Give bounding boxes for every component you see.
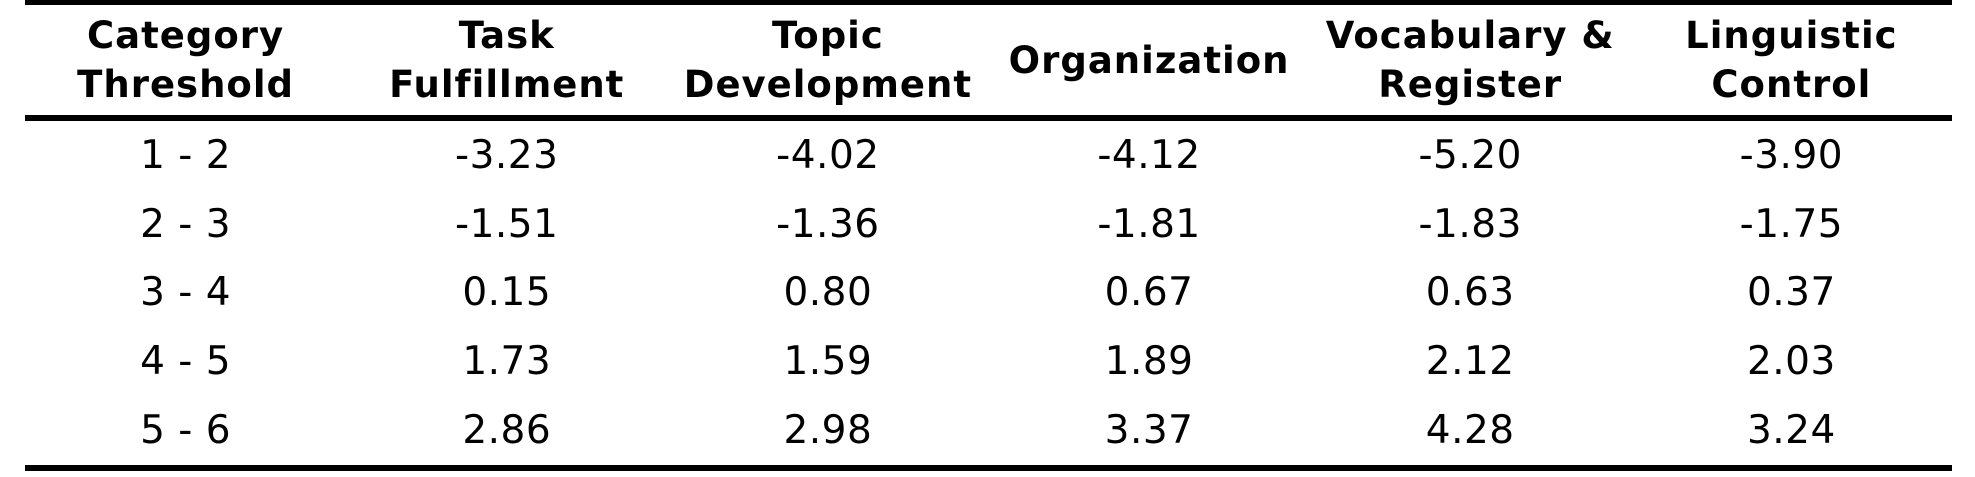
table-row: 4 - 5 1.73 1.59 1.89 2.12 2.03 xyxy=(25,327,1952,397)
table-header: Category Threshold Task Fulfillment Topi… xyxy=(25,2,1952,121)
threshold-cell: 3 - 4 xyxy=(25,258,347,328)
header-line: Control xyxy=(1711,63,1872,106)
table-body: 1 - 2 -3.23 -4.02 -4.12 -5.20 -3.90 2 - … xyxy=(25,118,1952,468)
value-cell: 0.37 xyxy=(1630,258,1952,328)
table-row: 2 - 3 -1.51 -1.36 -1.81 -1.83 -1.75 xyxy=(25,189,1952,259)
value-cell: 2.12 xyxy=(1309,327,1631,397)
value-cell: -1.36 xyxy=(667,189,989,259)
column-header-linguistic-control: Linguistic Control xyxy=(1630,2,1952,121)
header-line: Development xyxy=(683,63,973,106)
threshold-cell: 5 - 6 xyxy=(25,396,347,468)
value-cell: 0.67 xyxy=(988,258,1310,328)
threshold-cell: 1 - 2 xyxy=(25,118,347,190)
table-row: 5 - 6 2.86 2.98 3.37 4.28 3.24 xyxy=(25,396,1952,468)
value-cell: 2.86 xyxy=(346,396,668,468)
header-line: Vocabulary & xyxy=(1325,14,1615,57)
value-cell: -3.23 xyxy=(346,118,668,190)
header-line: Task xyxy=(458,14,555,57)
value-cell: 2.03 xyxy=(1630,327,1952,397)
value-cell: 1.73 xyxy=(346,327,668,397)
value-cell: -1.75 xyxy=(1630,189,1952,259)
value-cell: -5.20 xyxy=(1309,118,1631,190)
value-cell: 0.15 xyxy=(346,258,668,328)
value-cell: 3.37 xyxy=(988,396,1310,468)
threshold-cell: 4 - 5 xyxy=(25,327,347,397)
value-cell: 2.98 xyxy=(667,396,989,468)
value-cell: -1.81 xyxy=(988,189,1310,259)
threshold-cell: 2 - 3 xyxy=(25,189,347,259)
header-line: Linguistic xyxy=(1685,14,1898,57)
column-header-organization: Organization xyxy=(988,2,1310,121)
header-line: Fulfillment xyxy=(389,63,625,106)
column-header-topic-development: Topic Development xyxy=(667,2,989,121)
column-header-vocabulary-register: Vocabulary & Register xyxy=(1309,2,1631,121)
value-cell: 4.28 xyxy=(1309,396,1631,468)
value-cell: -1.51 xyxy=(346,189,668,259)
value-cell: 3.24 xyxy=(1630,396,1952,468)
header-line: Organization xyxy=(1008,38,1290,82)
column-header-task-fulfillment: Task Fulfillment xyxy=(346,2,668,121)
header-line: Register xyxy=(1378,63,1563,106)
value-cell: -4.12 xyxy=(988,118,1310,190)
value-cell: 0.80 xyxy=(667,258,989,328)
value-cell: 1.89 xyxy=(988,327,1310,397)
header-line: Category xyxy=(86,14,285,57)
table-row: 1 - 2 -3.23 -4.02 -4.12 -5.20 -3.90 xyxy=(25,118,1952,190)
header-line: Threshold xyxy=(77,63,295,106)
value-cell: -1.83 xyxy=(1309,189,1631,259)
value-cell: -4.02 xyxy=(667,118,989,190)
header-line: Topic xyxy=(771,14,884,57)
value-cell: 0.63 xyxy=(1309,258,1631,328)
table-row: 3 - 4 0.15 0.80 0.67 0.63 0.37 xyxy=(25,258,1952,328)
value-cell: 1.59 xyxy=(667,327,989,397)
column-header-category-threshold: Category Threshold xyxy=(25,2,347,121)
header-row: Category Threshold Task Fulfillment Topi… xyxy=(25,2,1952,121)
value-cell: -3.90 xyxy=(1630,118,1952,190)
category-threshold-table: Category Threshold Task Fulfillment Topi… xyxy=(25,0,1952,471)
